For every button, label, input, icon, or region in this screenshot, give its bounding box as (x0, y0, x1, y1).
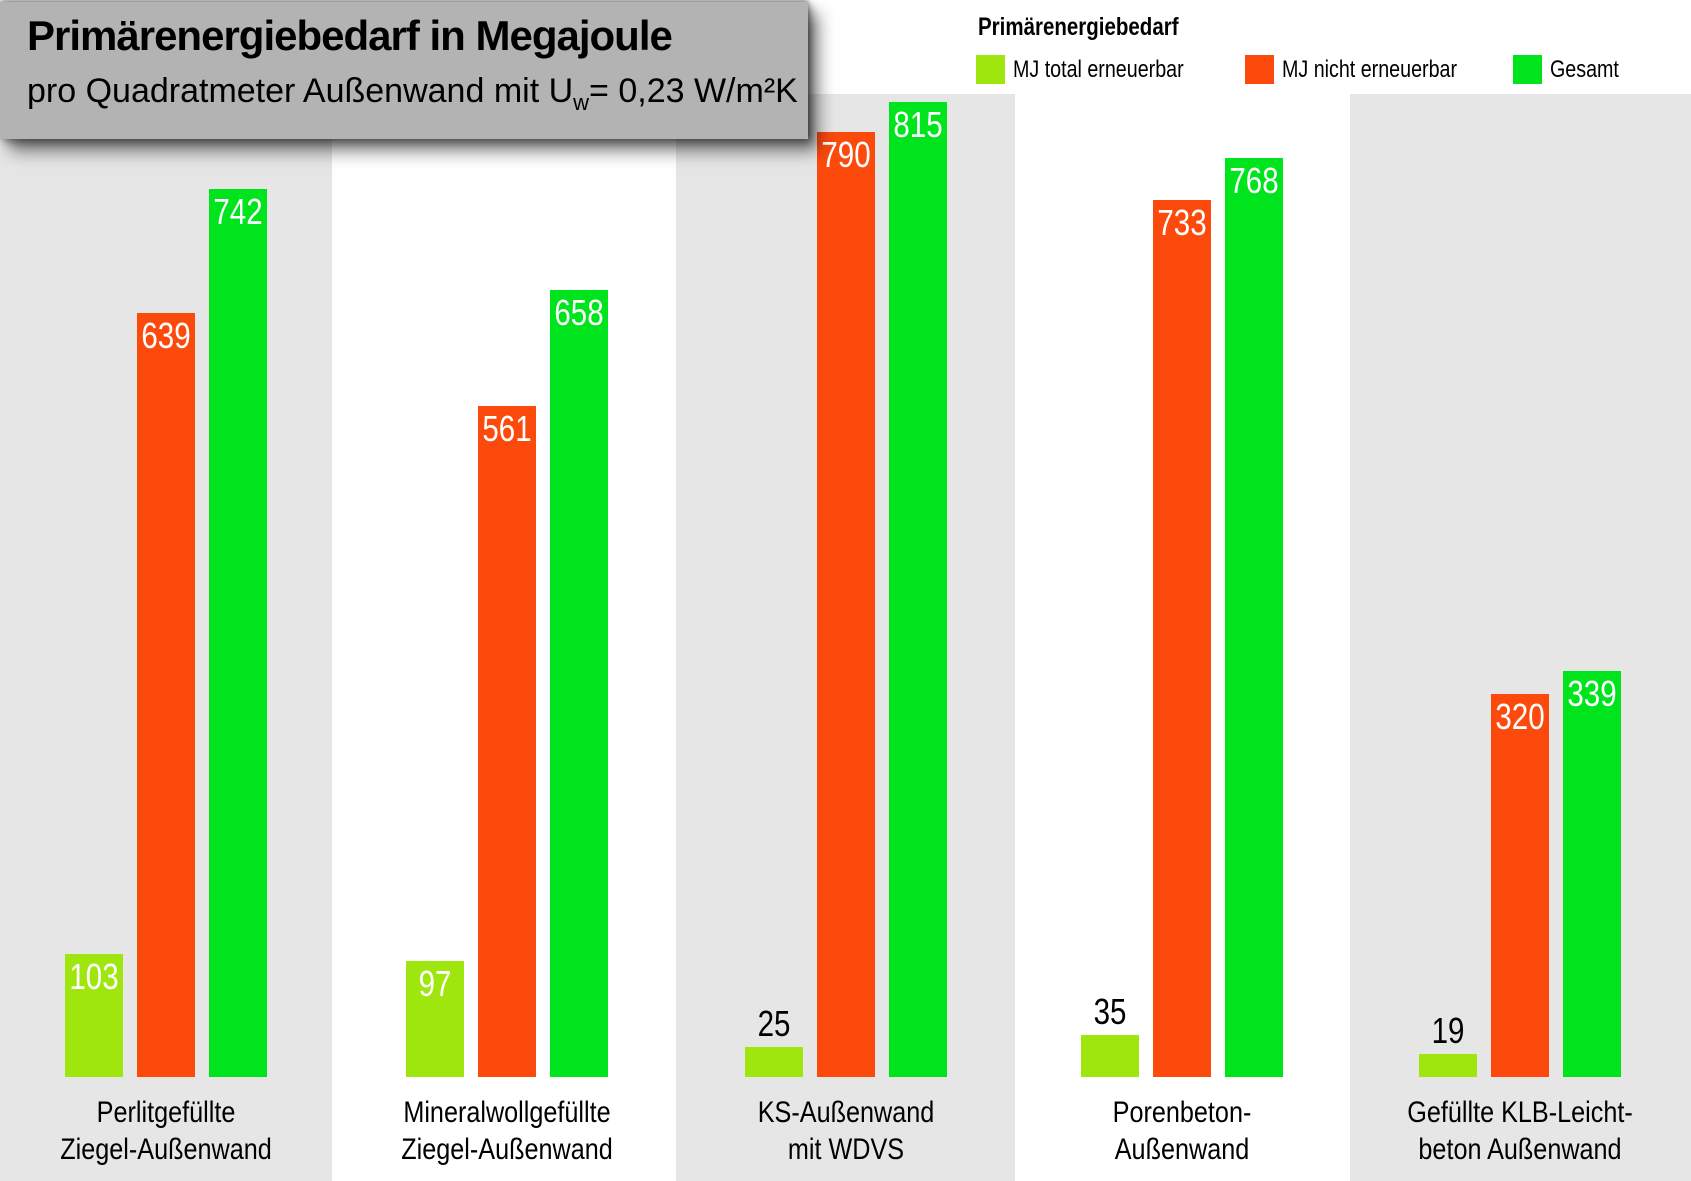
category-label-line: mit WDVS (787, 1133, 905, 1166)
category-label-line: Porenbeton- (1112, 1096, 1252, 1129)
category-label-2: KS-Außenwand mit WDVS (702, 1094, 991, 1168)
bar-mj-total-erneuerbar-4 (1419, 1054, 1477, 1077)
chart-title: Primärenergiebedarf in Megajoule (27, 12, 673, 59)
legend-item-label-gesamt: Gesamt (1550, 56, 1619, 83)
bar-value-label: 768 (1229, 160, 1279, 201)
category-label-line: Perlitgefüllte (96, 1096, 236, 1129)
bar-mj-nicht-erneuerbar-3 (1153, 200, 1211, 1077)
legend-item-label-mj-nicht-erneuerbar: MJ nicht erneuerbar (1282, 56, 1458, 83)
bar-mj-nicht-erneuerbar-2 (817, 132, 875, 1077)
category-label-1: Mineralwollgefüllte Ziegel-Außenwand (363, 1094, 652, 1168)
legend-color-swatch-mj-nicht-erneuerbar (1245, 55, 1274, 84)
bar-mj-nicht-erneuerbar-0 (137, 313, 195, 1077)
bar-value-label: 35 (1093, 991, 1127, 1032)
bar-value-label: 742 (213, 191, 263, 232)
bar-gesamt-3 (1225, 158, 1283, 1077)
subtitle-prefix: pro Quadratmeter Außenwand mit U (27, 72, 574, 110)
bar-mj-total-erneuerbar-2 (745, 1047, 803, 1077)
bar-value-label: 320 (1495, 696, 1545, 737)
category-label-line: Ziegel-Außenwand (60, 1133, 272, 1166)
bar-value-label: 790 (821, 134, 871, 175)
bar-mj-total-erneuerbar-3 (1081, 1035, 1139, 1077)
legend-title: Primärenergiebedarf (978, 13, 1179, 41)
category-label-line: Gefüllte KLB-Leicht- (1407, 1096, 1633, 1129)
legend-item-label-mj-total-erneuerbar: MJ total erneuerbar (1013, 56, 1184, 83)
bar-value-label: 339 (1567, 673, 1617, 714)
chart-subtitle: pro Quadratmeter Außenwand mit Uw= 0,23 … (27, 72, 798, 113)
category-label-line: beton Außenwand (1418, 1133, 1622, 1166)
bar-value-label: 25 (757, 1003, 791, 1044)
category-label-4: Gefüllte KLB-Leicht-beton Außenwand (1376, 1094, 1665, 1168)
category-label-line: Außenwand (1114, 1133, 1250, 1166)
legend-color-swatch-gesamt (1513, 55, 1542, 84)
subtitle-subscript: w (573, 89, 590, 115)
bar-value-label: 561 (482, 408, 532, 449)
category-label-line: Mineralwollgefüllte (403, 1096, 611, 1129)
subtitle-suffix: = 0,23 W/m²K (589, 72, 798, 110)
bar-gesamt-0 (209, 189, 267, 1077)
category-label-line: KS-Außenwand (757, 1096, 935, 1129)
legend-color-swatch-mj-total-erneuerbar (976, 55, 1005, 84)
bar-mj-total-erneuerbar-0 (65, 954, 123, 1077)
bar-mj-nicht-erneuerbar-1 (478, 406, 536, 1077)
bar-mj-total-erneuerbar-1 (406, 961, 464, 1077)
category-label-0: Perlitgefüllte Ziegel-Außenwand (22, 1094, 311, 1168)
bar-value-label: 658 (554, 292, 604, 333)
bar-value-label: 103 (69, 956, 119, 997)
bar-value-label: 639 (141, 315, 191, 356)
category-label-3: Porenbeton- Außenwand (1038, 1094, 1327, 1168)
bar-value-label: 815 (893, 104, 943, 145)
bar-value-label: 97 (418, 963, 452, 1004)
bar-gesamt-4 (1563, 671, 1621, 1077)
bar-value-label: 733 (1157, 202, 1207, 243)
bar-value-label: 19 (1431, 1010, 1465, 1051)
bar-gesamt-2 (889, 102, 947, 1077)
bar-mj-nicht-erneuerbar-4 (1491, 694, 1549, 1077)
bar-gesamt-1 (550, 290, 608, 1077)
title-box: Primärenergiebedarf in Megajoule pro Qua… (0, 2, 808, 139)
category-label-line: Ziegel-Außenwand (401, 1133, 613, 1166)
